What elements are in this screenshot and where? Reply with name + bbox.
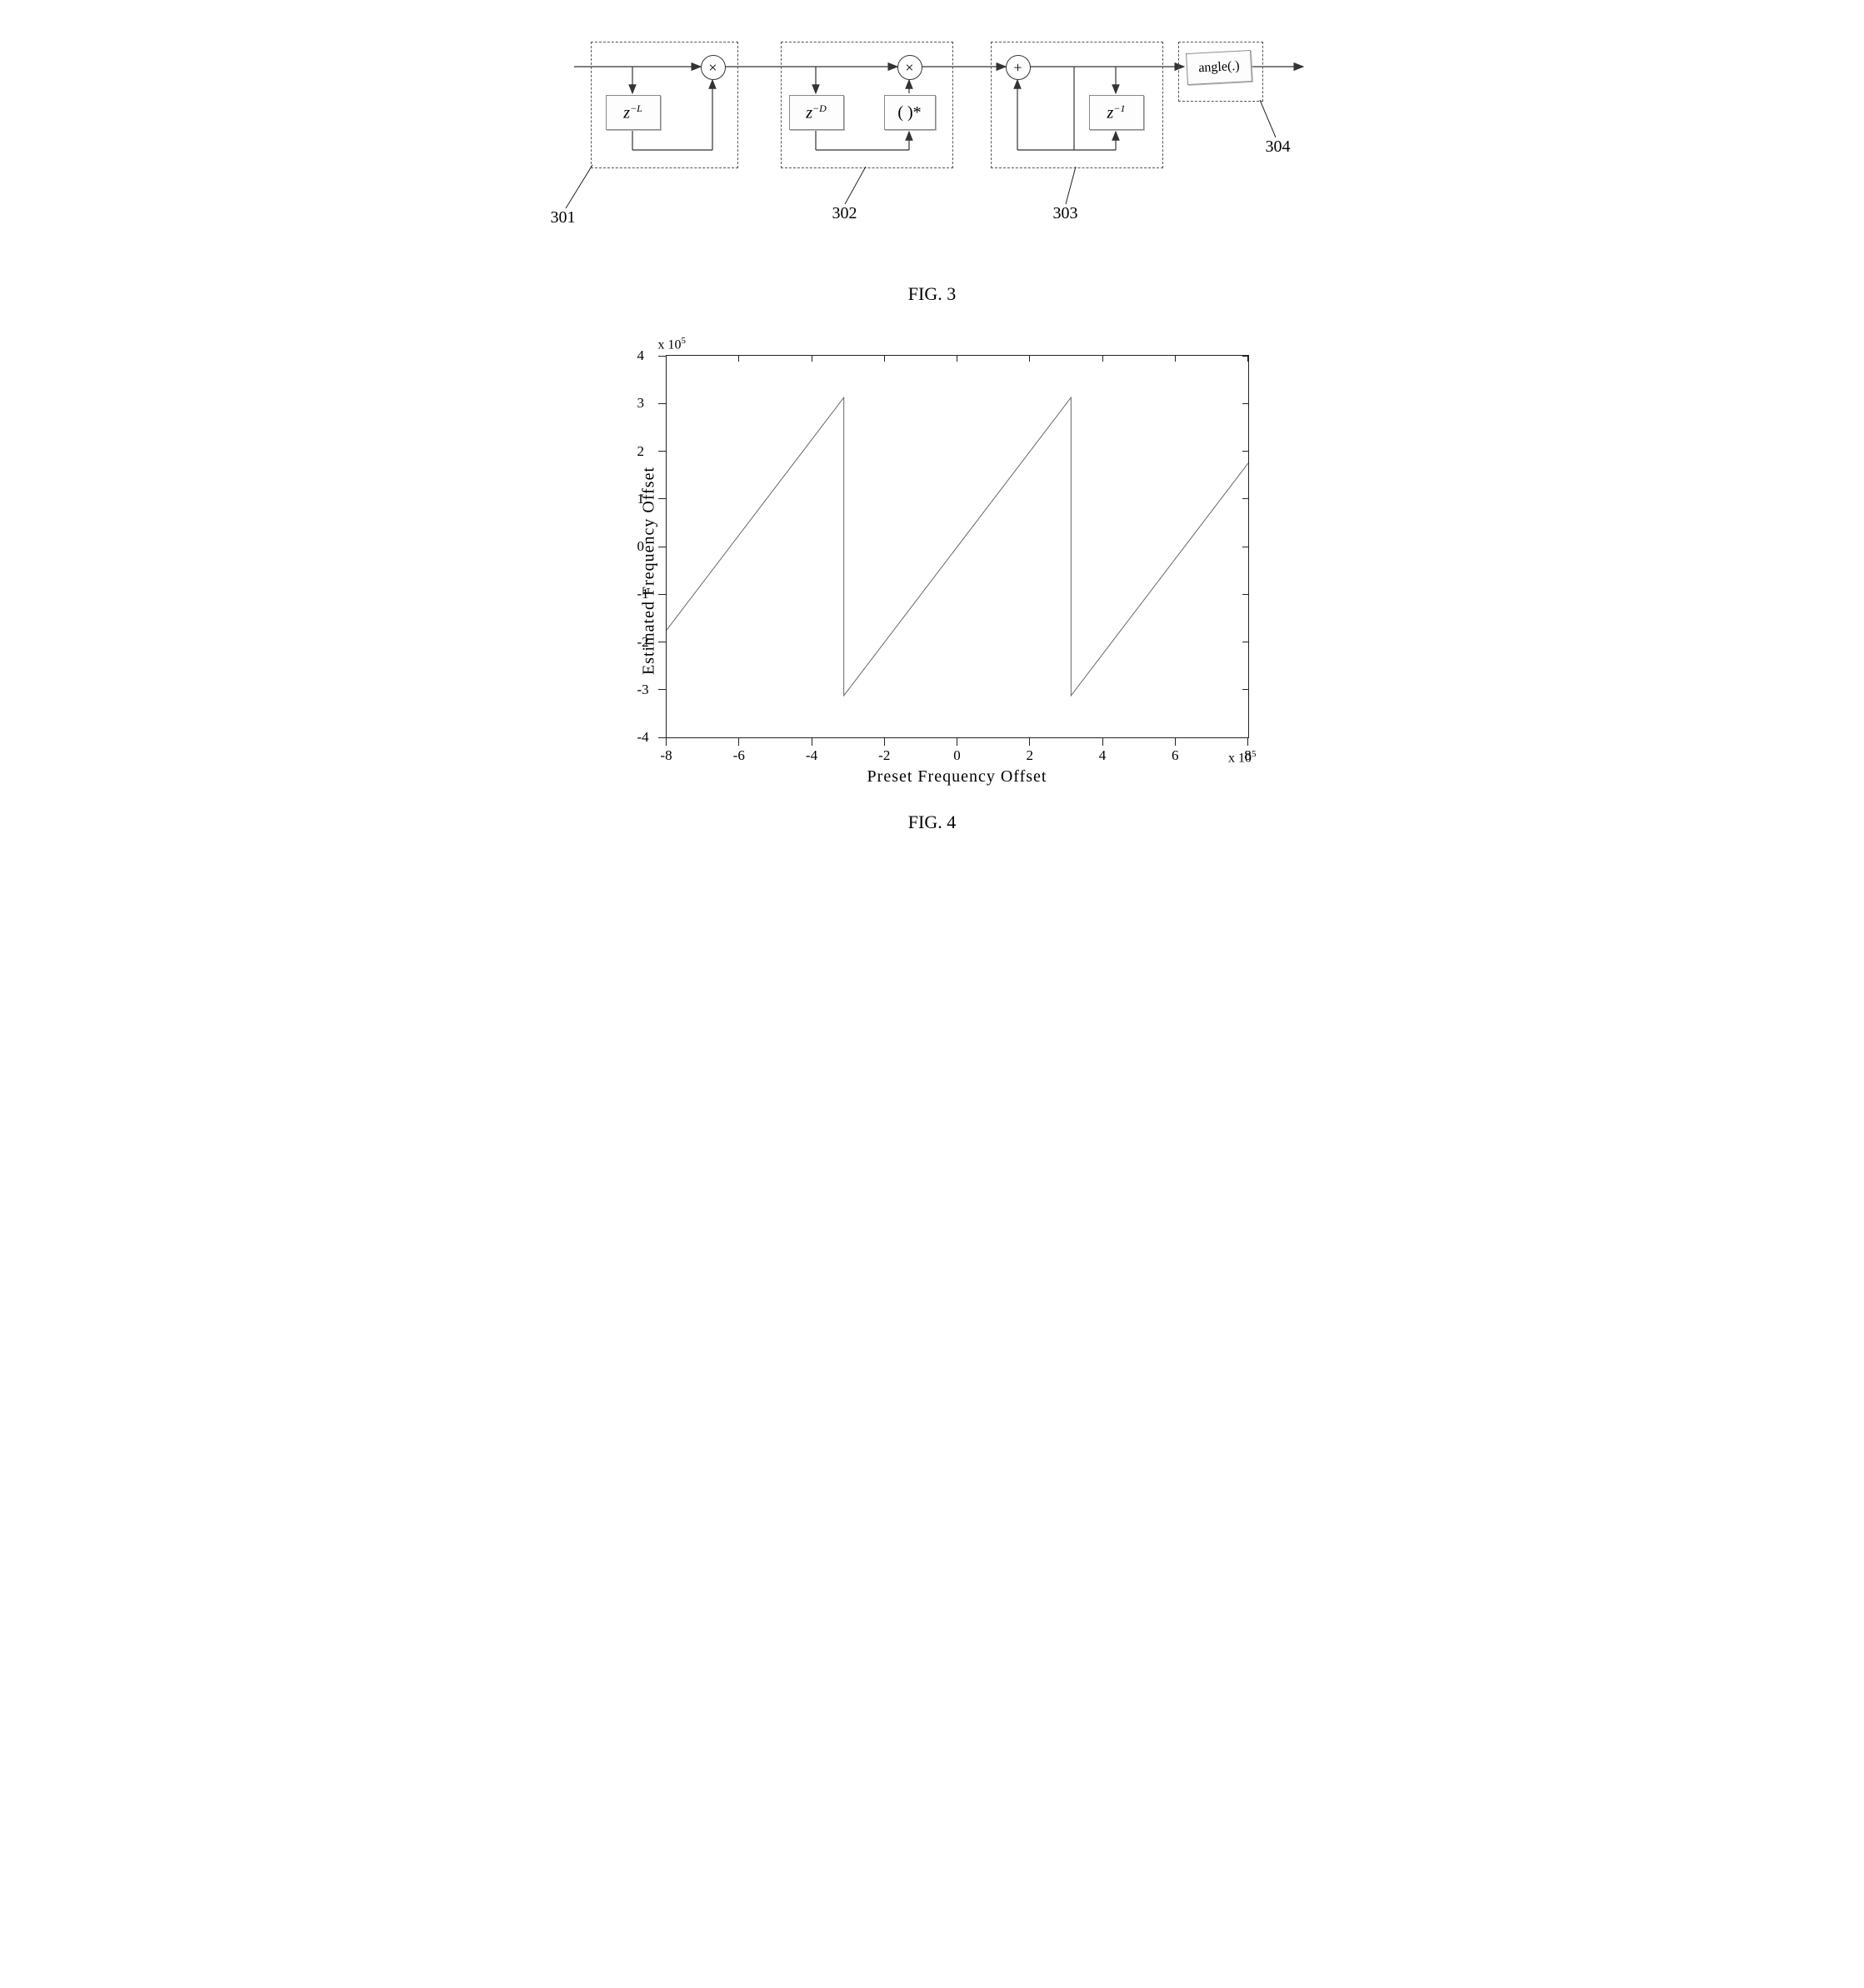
xtick — [1029, 737, 1030, 746]
ytick-r — [1242, 498, 1249, 499]
fig4-yexp: x 105 — [658, 336, 687, 352]
z-D-exp: −D — [812, 102, 827, 114]
ytick-label: 2 — [637, 443, 645, 460]
ytick-label: 1 — [637, 491, 645, 507]
z-L-exp: −L — [630, 102, 642, 114]
xtick-t — [666, 355, 667, 362]
ytick-label: 4 — [637, 347, 645, 364]
box-angle: angle(.) — [1186, 50, 1252, 85]
ytick-label: -4 — [637, 729, 649, 746]
label-303: 303 — [1053, 204, 1078, 223]
z-L-base: z — [623, 103, 630, 122]
xtick-t — [738, 355, 739, 362]
ytick — [658, 594, 667, 595]
xtick-label: -6 — [733, 747, 745, 764]
ytick — [658, 451, 667, 452]
fig4-caption: FIG. 4 — [516, 812, 1349, 833]
xtick — [738, 737, 739, 746]
ytick-label: -3 — [637, 682, 649, 698]
ytick-label: -1 — [637, 586, 649, 602]
ytick — [658, 737, 667, 738]
xtick-label: -4 — [806, 747, 817, 764]
ytick — [658, 498, 667, 499]
ytick-r — [1242, 689, 1249, 690]
fig3-caption: FIG. 3 — [516, 283, 1349, 305]
fig4-xlabel: Preset Frequency Offset — [666, 767, 1249, 787]
xtick — [1175, 737, 1176, 746]
xtick-t — [1247, 355, 1248, 362]
adder: + — [1006, 55, 1031, 80]
label-301: 301 — [551, 208, 576, 227]
xtick — [884, 737, 885, 746]
xtick — [1247, 737, 1248, 746]
yexp-base: x 10 — [658, 337, 682, 352]
ytick-label: 3 — [637, 395, 645, 412]
ytick — [658, 689, 667, 690]
xtick-t — [884, 355, 885, 362]
xexp-sup: 5 — [1252, 749, 1257, 759]
xtick-label: -8 — [660, 747, 672, 764]
box-conj: ( )* — [884, 95, 936, 130]
xtick-t — [1175, 355, 1176, 362]
xtick-label: 4 — [1099, 747, 1107, 764]
xtick-t — [1102, 355, 1103, 362]
label-304: 304 — [1266, 137, 1291, 157]
fig4-xexp: x 105 — [1228, 749, 1257, 766]
box-z-minus-1: z−1 — [1089, 95, 1144, 130]
ytick — [658, 356, 667, 357]
fig4-plot-area: x 105 x 105 -4-3-2-101234-8-6-4-202468 — [666, 355, 1249, 738]
ytick-r — [1242, 594, 1249, 595]
xtick-label: -2 — [878, 747, 890, 764]
ytick-r — [1242, 451, 1249, 452]
z-D-base: z — [806, 103, 812, 122]
ytick — [658, 403, 667, 404]
ytick-label: -2 — [637, 634, 649, 651]
fig4-svg — [667, 356, 1248, 737]
sawtooth-line — [667, 397, 1248, 696]
label-302: 302 — [832, 204, 857, 223]
fig4-chart: Estimated Frequency Offset x 105 x 105 -… — [591, 355, 1274, 787]
mult-2: × — [897, 55, 922, 80]
xtick — [1102, 737, 1103, 746]
xtick — [666, 737, 667, 746]
xtick-label: 2 — [1027, 747, 1034, 764]
box-z-minus-D: z−D — [789, 95, 844, 130]
xtick-label: 6 — [1172, 747, 1179, 764]
yexp-sup: 5 — [682, 336, 687, 346]
xtick-t — [1029, 355, 1030, 362]
box-z-minus-L: z−L — [606, 95, 661, 130]
fig3-diagram: z−L z−D ( )* z−1 angle(.) × × + 301 302 … — [557, 33, 1307, 267]
ytick-r — [1242, 403, 1249, 404]
xtick-label: 0 — [953, 747, 961, 764]
z-1-exp: −1 — [1113, 102, 1125, 114]
ytick-label: 0 — [637, 538, 645, 555]
xtick-label: 8 — [1244, 747, 1252, 764]
mult-1: × — [701, 55, 726, 80]
